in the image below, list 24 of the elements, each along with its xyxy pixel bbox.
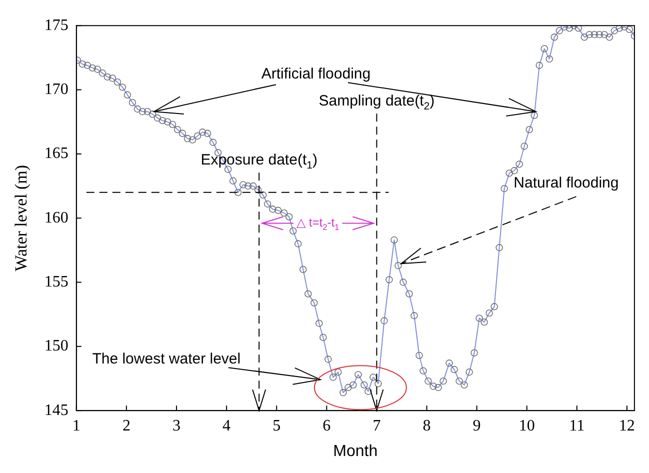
x-tick-label: 10 — [518, 417, 535, 434]
x-tick-label: 1 — [72, 417, 80, 434]
x-tick-label: 11 — [569, 417, 585, 434]
x-tick-label: 4 — [222, 417, 231, 434]
annotation: Artificial flooding — [261, 66, 371, 83]
y-axis-title: Water level (m) — [12, 164, 31, 272]
x-axis-title: Month — [333, 442, 378, 460]
x-tick-label: 12 — [618, 417, 635, 434]
x-tick-label: 2 — [122, 417, 130, 434]
y-tick-label: 170 — [44, 80, 68, 98]
annotation: Natural flooding — [514, 174, 619, 192]
y-tick-label: 145 — [44, 402, 68, 419]
x-tick-label: 9 — [472, 417, 481, 434]
x-tick-label: 8 — [422, 417, 431, 434]
y-tick-label: 150 — [44, 338, 68, 355]
y-tick-label: 160 — [44, 209, 68, 226]
x-tick-label: 6 — [322, 417, 331, 434]
x-tick-label: 7 — [372, 417, 381, 434]
annotation: The lowest water level — [92, 350, 241, 368]
y-tick-label: 165 — [44, 145, 68, 162]
x-tick-label: 3 — [172, 417, 180, 434]
y-tick-label: 155 — [44, 273, 68, 290]
x-tick-label: 5 — [272, 417, 281, 434]
y-tick-label: 175 — [44, 16, 68, 34]
